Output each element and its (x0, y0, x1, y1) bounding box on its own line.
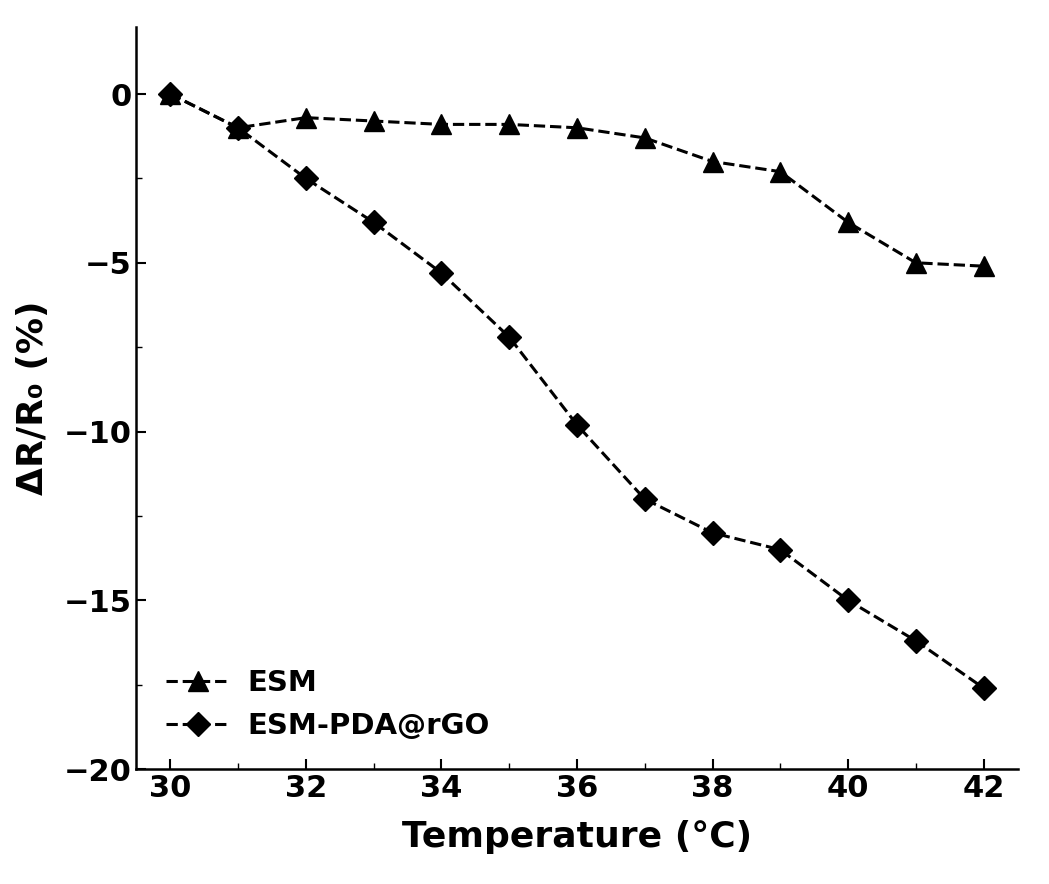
ESM-PDA@rGO (502, 332, 515, 342)
ESM-PDA@rGO (164, 88, 176, 99)
ESM (639, 133, 651, 143)
Legend: ESM, ESM-PDA@rGO: ESM, ESM-PDA@rGO (151, 655, 505, 755)
ESM-PDA@rGO (706, 528, 719, 538)
ESM (774, 166, 787, 177)
ESM-PDA@rGO (909, 636, 922, 646)
ESM (909, 257, 922, 268)
Line: ESM: ESM (160, 84, 993, 276)
ESM (435, 119, 448, 130)
ESM (502, 119, 515, 130)
ESM (978, 261, 990, 271)
ESM-PDA@rGO (367, 217, 380, 227)
Line: ESM-PDA@rGO: ESM-PDA@rGO (162, 86, 992, 697)
ESM-PDA@rGO (639, 494, 651, 505)
ESM (841, 217, 854, 227)
X-axis label: Temperature (°C): Temperature (°C) (402, 819, 752, 854)
ESM-PDA@rGO (300, 173, 313, 184)
ESM (571, 123, 583, 133)
ESM (164, 88, 176, 99)
ESM (300, 112, 313, 123)
ESM-PDA@rGO (571, 420, 583, 431)
ESM-PDA@rGO (841, 595, 854, 606)
ESM-PDA@rGO (978, 682, 990, 693)
ESM-PDA@rGO (774, 545, 787, 555)
Y-axis label: ΔR/R₀ (%): ΔR/R₀ (%) (16, 301, 49, 495)
ESM (367, 116, 380, 126)
ESM-PDA@rGO (435, 268, 448, 278)
ESM-PDA@rGO (232, 123, 244, 133)
ESM (232, 123, 244, 133)
ESM (706, 156, 719, 167)
